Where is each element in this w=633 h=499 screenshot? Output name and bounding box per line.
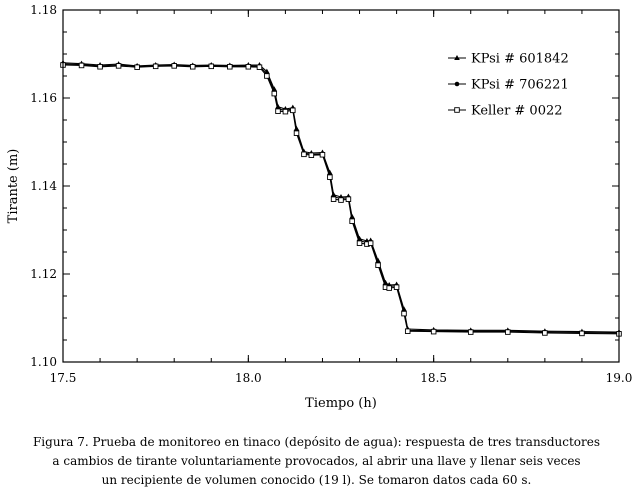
data-point (467, 329, 474, 335)
data-point (393, 284, 400, 290)
data-point (256, 64, 263, 70)
data-point (375, 262, 381, 268)
data-point (115, 63, 122, 69)
legend-marker (454, 55, 460, 60)
data-point (97, 64, 103, 70)
data-point (301, 151, 307, 158)
data-point (152, 63, 159, 70)
data-point (367, 240, 374, 246)
caption-line-3: un recipiente de volumen conocido (19 l)… (101, 473, 532, 487)
data-point (319, 152, 326, 158)
data-point (404, 328, 411, 334)
data-point (505, 329, 511, 335)
legend-marker (454, 81, 460, 87)
data-point (327, 174, 333, 180)
data-point (282, 108, 289, 115)
y-tick-label: 1.18 (30, 3, 57, 17)
data-point (430, 328, 437, 335)
legend-label: KPsi # 601842 (471, 52, 569, 67)
data-point (338, 197, 344, 203)
data-point (293, 130, 300, 136)
figure-caption: Figura 7. Prueba de monitoreo en tinaco … (20, 433, 613, 490)
y-tick-label: 1.10 (30, 355, 57, 369)
x-tick-label: 19.0 (606, 371, 633, 385)
legend: KPsi # 601842 KPsi # 706221 Keller # 0022 (448, 52, 569, 119)
data-point (542, 330, 548, 336)
data-point (275, 108, 281, 114)
series-square (60, 62, 622, 337)
data-point (189, 64, 196, 70)
data-point (245, 64, 252, 70)
data-point (401, 310, 407, 317)
data-point (264, 73, 270, 79)
data-point (330, 196, 337, 202)
data-point (171, 63, 177, 69)
legend-marker (454, 107, 460, 113)
x-tick-label: 17.5 (50, 371, 77, 385)
line-chart: 17.5 18.0 18.5 19.0 1.10 1.12 1.14 1.16 1.18 KPs… (6, 3, 633, 411)
y-tick-label: 1.16 (30, 91, 57, 105)
data-point (134, 64, 140, 70)
x-axis-title: Tiempo (h) (305, 396, 377, 411)
legend-label: KPsi # 706221 (471, 78, 569, 93)
data-point (308, 152, 315, 158)
data-point (356, 240, 363, 246)
y-tick-label: 1.12 (30, 267, 57, 281)
series-lines (60, 59, 622, 337)
chart-svg: 17.5 18.0 18.5 19.0 1.10 1.12 1.14 1.16 1.18 KPs… (6, 3, 633, 411)
data-point (78, 62, 85, 69)
data-point (579, 330, 585, 337)
y-tick-label: 1.14 (30, 179, 57, 193)
x-tick-label: 18.5 (420, 371, 447, 385)
caption-line-2: a cambios de tirante voluntariamente pro… (52, 454, 581, 468)
data-point (290, 107, 296, 114)
data-point (208, 63, 215, 70)
data-point (227, 64, 233, 70)
data-point (271, 90, 278, 97)
plot-frame (62, 9, 620, 363)
legend-label: Keller # 0022 (471, 104, 563, 119)
data-point (386, 285, 392, 291)
caption-line-1: Figura 7. Prueba de monitoreo en tinaco … (32, 435, 601, 449)
y-axis-title: Tirante (m) (6, 149, 21, 224)
x-tick-label: 18.0 (235, 371, 262, 385)
data-point (345, 196, 352, 202)
data-point (349, 218, 355, 224)
